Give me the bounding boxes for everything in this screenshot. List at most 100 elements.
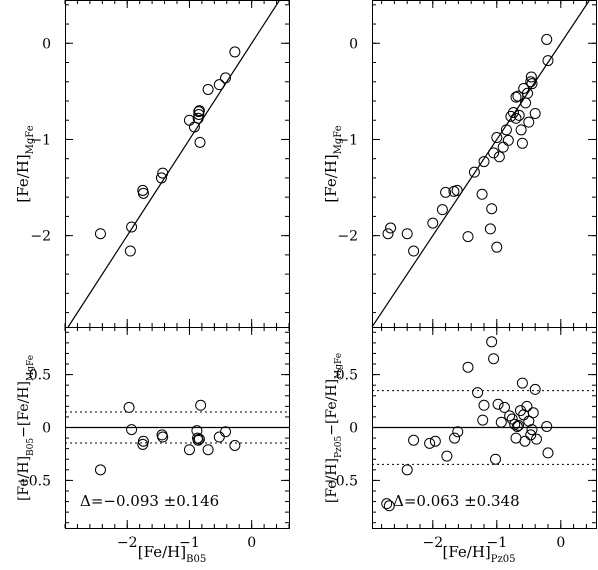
data-point <box>527 407 539 419</box>
data-point <box>382 228 394 240</box>
ylabel-bottom-right: [Fe/H]Pz05−[Fe/H]MgFe <box>324 353 344 503</box>
xlabel-bottom-right: [Fe/H]Pz05 <box>442 543 515 565</box>
annotation-bottom-right: Δ=0.063 ±0.348 <box>393 492 520 510</box>
data-point <box>462 361 474 373</box>
one-to-one-line <box>371 0 591 328</box>
data-point <box>509 418 521 430</box>
data-point <box>515 124 527 136</box>
data-point <box>516 137 528 149</box>
data-point <box>530 433 542 445</box>
data-point <box>220 72 232 84</box>
one-to-one-line <box>67 0 281 328</box>
xlabel-bottom-left: [Fe/H]B05 <box>138 543 206 565</box>
data-point <box>462 231 474 243</box>
data-point <box>523 116 535 128</box>
data-point <box>502 134 514 146</box>
data-point <box>526 424 538 436</box>
data-point <box>94 464 106 476</box>
data-point <box>506 413 518 425</box>
y-tick-label: −1 <box>30 132 51 148</box>
data-point <box>541 33 553 45</box>
data-point <box>195 399 207 411</box>
data-point <box>192 112 204 124</box>
y-tick-label: 0 <box>42 36 51 52</box>
data-point <box>491 132 503 144</box>
data-point <box>542 55 554 67</box>
data-point <box>427 217 439 229</box>
data-point <box>193 108 205 120</box>
data-point <box>126 221 138 233</box>
data-point <box>541 420 553 432</box>
data-point <box>478 156 490 168</box>
data-point <box>192 434 204 446</box>
data-point <box>525 76 537 88</box>
data-point <box>436 204 448 216</box>
data-point <box>124 245 136 257</box>
data-point <box>429 435 441 447</box>
data-point <box>507 107 519 119</box>
y-tick-label: −0.5 <box>17 473 51 489</box>
data-point <box>542 447 554 459</box>
ylabel-top-right: [Fe/H]MgFe <box>322 125 344 202</box>
y-tick-label: −2 <box>337 229 358 245</box>
data-point <box>229 439 241 451</box>
x-tick-label: −2 <box>117 535 138 551</box>
data-point <box>495 416 507 428</box>
data-point <box>525 429 537 441</box>
data-point <box>490 453 502 465</box>
data-point <box>383 500 395 512</box>
data-point <box>516 377 528 389</box>
ylabel-bottom-left: [Fe/H]B05−[Fe/H]MgFe <box>16 355 36 501</box>
x-tick-label: 0 <box>247 535 256 551</box>
data-point <box>183 444 195 456</box>
data-point <box>126 424 138 436</box>
data-point <box>137 438 149 450</box>
data-point <box>424 437 436 449</box>
x-tick-label: −1 <box>179 535 200 551</box>
data-point <box>202 444 214 456</box>
data-point <box>491 241 503 253</box>
panel-top-right: 0 −1 −2 <box>337 0 596 328</box>
data-point <box>385 222 397 234</box>
y-tick-label: 0 <box>349 421 358 437</box>
data-point <box>401 228 413 240</box>
data-point <box>486 203 498 215</box>
data-point <box>529 383 541 395</box>
data-point <box>441 450 453 462</box>
panel-bottom-left: 0.5 0 −0.5 −2 −1 0 <box>17 327 290 551</box>
panel-bottom-right: 0.5 0 −0.5 −2 −1 0 <box>324 327 596 551</box>
data-point <box>381 498 393 510</box>
data-point <box>520 97 532 109</box>
data-point <box>157 431 169 443</box>
data-point <box>229 46 241 58</box>
y-tick-label: −1 <box>337 132 358 148</box>
data-point <box>220 426 232 438</box>
data-point <box>193 433 205 445</box>
data-point <box>155 172 167 184</box>
data-point <box>488 353 500 365</box>
x-tick-label: −1 <box>486 535 507 551</box>
data-point <box>94 228 106 240</box>
data-point <box>497 141 509 153</box>
data-point <box>519 435 531 447</box>
data-point <box>408 434 420 446</box>
data-point <box>472 387 484 399</box>
data-point <box>123 401 135 413</box>
data-point <box>510 91 522 103</box>
data-point <box>488 147 500 159</box>
data-point <box>500 124 512 136</box>
panel-top-left: 0 −1 −2 <box>30 0 290 328</box>
data-point <box>213 431 225 443</box>
data-point <box>478 399 490 411</box>
data-point <box>451 184 463 196</box>
data-point <box>202 83 214 95</box>
data-point <box>476 188 488 200</box>
panel-top-right-frame <box>372 0 597 328</box>
data-point <box>194 136 206 148</box>
data-point <box>440 186 452 198</box>
data-point <box>513 419 525 431</box>
data-point <box>511 420 523 432</box>
data-point <box>484 223 496 235</box>
data-point <box>504 410 516 422</box>
x-tick-label: 0 <box>556 535 565 551</box>
